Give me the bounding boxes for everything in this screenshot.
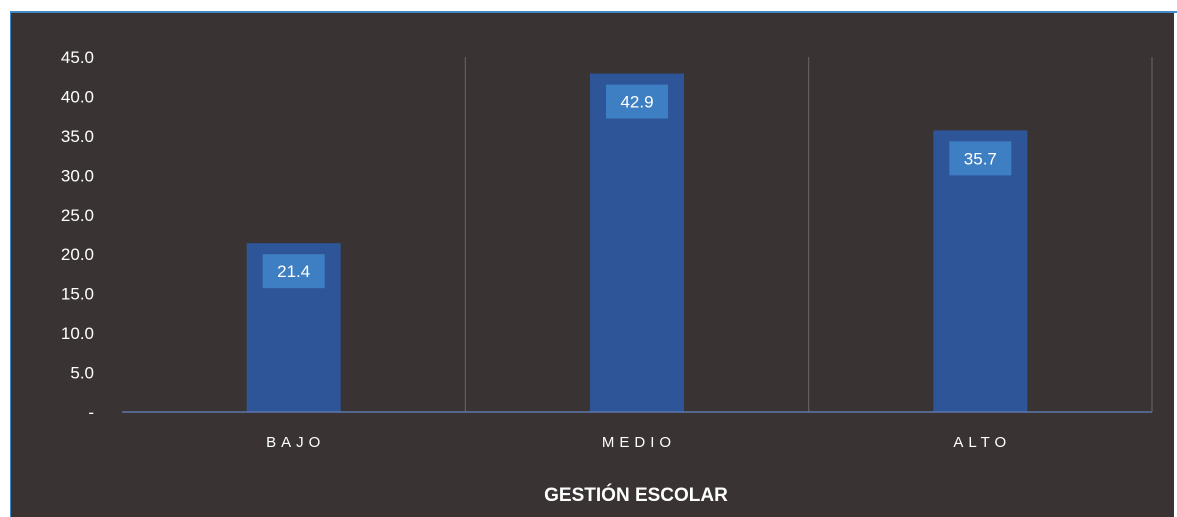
data-label-box <box>949 141 1012 176</box>
data-label: 35.7 <box>964 149 997 168</box>
data-label: 42.9 <box>620 93 653 112</box>
x-tick-label: MEDIO <box>602 434 676 451</box>
x-tick-label: BAJO <box>266 434 325 451</box>
y-tick-label: 30.0 <box>61 166 94 185</box>
data-label: 21.4 <box>277 262 310 281</box>
y-tick-label: 35.0 <box>61 127 94 146</box>
x-axis-title: GESTIÓN ESCOLAR <box>544 484 728 506</box>
y-tick-label: 10.0 <box>61 324 94 343</box>
bar-medio <box>590 73 684 413</box>
y-tick-label: - <box>88 403 94 422</box>
y-tick-label: 40.0 <box>61 87 94 106</box>
y-tick-label: 5.0 <box>70 364 94 383</box>
bars-layer <box>246 73 1028 413</box>
y-tick-label: 45.0 <box>61 48 94 67</box>
y-tick-label: 15.0 <box>61 285 94 304</box>
data-labels-layer: 21.4 42.9 35.7 <box>262 84 1012 289</box>
grid-layer <box>464 57 1153 412</box>
x-tick-label: ALTO <box>953 434 1011 451</box>
bar-alto <box>933 130 1028 412</box>
y-axis-ticks: - 5.0 10.0 15.0 20.0 25.0 30.0 35.0 40.0 45.0 <box>61 48 94 422</box>
top-strip <box>0 0 1177 12</box>
y-tick-label: 25.0 <box>61 206 94 225</box>
data-label-box <box>606 84 668 119</box>
data-label-box <box>262 254 325 289</box>
y-tick-label: 20.0 <box>61 245 94 264</box>
x-axis-ticks: BAJO MEDIO ALTO <box>266 434 1011 451</box>
